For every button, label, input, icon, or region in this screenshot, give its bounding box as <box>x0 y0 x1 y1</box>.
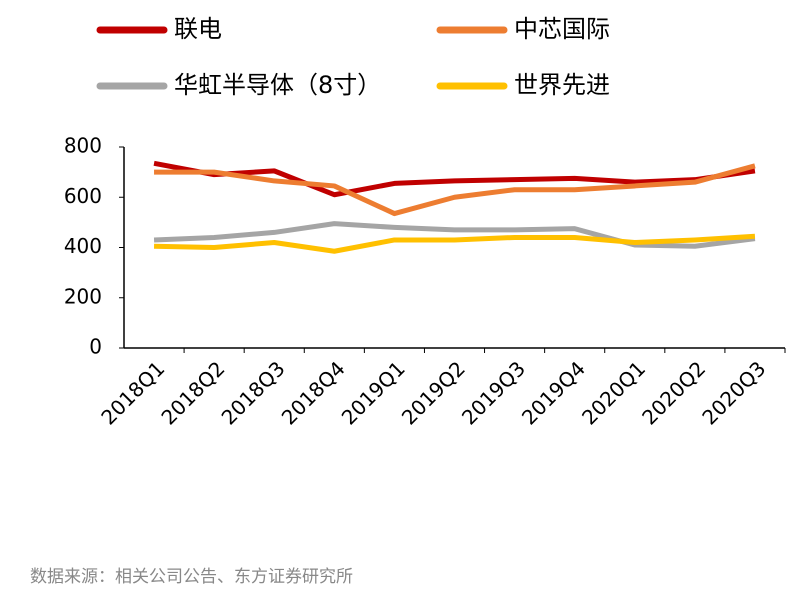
legend-label: 联电 <box>174 15 222 43</box>
legend-label: 华虹半导体（8寸） <box>174 71 381 99</box>
x-tick-label: 2018Q1 <box>96 356 169 429</box>
legend-label: 世界先进 <box>514 71 610 99</box>
y-tick-label: 600 <box>64 184 102 208</box>
y-tick-label: 400 <box>64 234 102 258</box>
x-tick-label: 2019Q4 <box>517 356 590 429</box>
series-line <box>154 163 756 217</box>
legend-label: 中芯国际 <box>514 15 610 43</box>
x-tick-label: 2018Q4 <box>277 356 350 429</box>
series-line <box>153 233 756 254</box>
x-tick-label: 2018Q3 <box>217 356 290 429</box>
y-tick-label: 800 <box>64 134 102 158</box>
y-tick-label: 200 <box>64 284 102 308</box>
series-line <box>153 221 756 249</box>
series-line <box>153 160 756 198</box>
x-tick-label: 2020Q3 <box>697 356 770 429</box>
x-tick-label: 2019Q2 <box>397 356 470 429</box>
x-tick-label: 2020Q2 <box>637 356 710 429</box>
x-tick-label: 2019Q1 <box>337 356 410 429</box>
x-tick-label: 2019Q3 <box>457 356 530 429</box>
source-note: 数据来源：相关公司公告、东方证券研究所 <box>30 567 353 587</box>
x-tick-label: 2020Q1 <box>577 356 650 429</box>
y-tick-label: 0 <box>89 335 102 359</box>
x-tick-label: 2018Q2 <box>156 356 229 429</box>
